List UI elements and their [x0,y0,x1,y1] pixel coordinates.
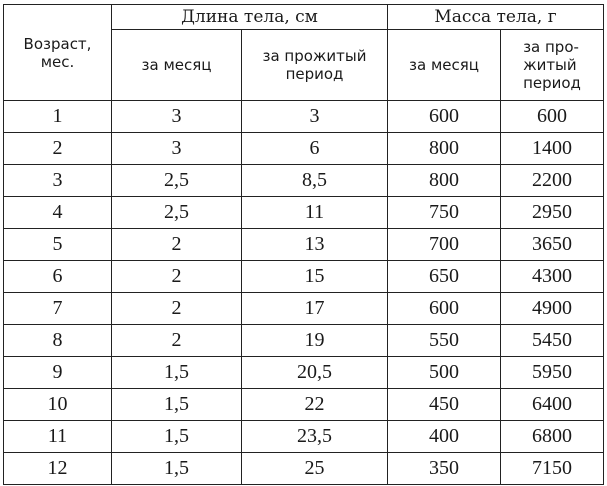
mass-month-cell: 350 [387,452,501,485]
length-month-cell: 2 [111,228,242,261]
table-row: 9 1,5 20,5 500 5950 [3,356,604,389]
length-month-cell: 2,5 [111,196,242,229]
length-total-cell: 25 [241,452,388,485]
mass-month-header: за месяц [387,29,501,101]
age-cell: 4 [3,196,112,229]
age-cell: 6 [3,260,112,293]
mass-total-cell: 600 [500,100,604,133]
header-row-subcolumns: за месяц за прожитый период за месяц за … [4,29,604,101]
length-month-cell: 2,5 [111,164,242,197]
length-total-cell: 13 [241,228,388,261]
age-cell: 7 [3,292,112,325]
age-cell: 12 [3,452,112,485]
table-header: Возраст, мес. Длина тела, см Масса тела,… [3,4,604,101]
age-cell: 9 [3,356,112,389]
length-group-header: Длина тела, см [111,4,388,30]
length-total-cell: 3 [241,100,388,133]
mass-total-cell: 2950 [500,196,604,229]
age-cell: 11 [3,420,112,453]
length-total-cell: 15 [241,260,388,293]
age-header-label: Возраст, мес. [23,34,92,71]
mass-total-cell: 7150 [500,452,604,485]
mass-month-cell: 750 [387,196,501,229]
mass-month-cell: 500 [387,356,501,389]
length-period-label: за прожитый период [262,47,367,83]
mass-group-header: Масса тела, г [387,4,604,30]
mass-period-label: за про- житый период [523,38,581,92]
length-month-cell: 3 [111,132,242,165]
mass-month-cell: 600 [387,100,501,133]
mass-total-cell: 1400 [500,132,604,165]
length-total-cell: 6 [241,132,388,165]
table-row: 6 2 15 650 4300 [3,260,604,293]
age-cell: 2 [3,132,112,165]
length-month-cell: 2 [111,292,242,325]
table-body: 1 3 3 600 600 2 3 6 800 1400 3 2,5 8,5 800 2200 4 2,5 11 7… [3,100,604,485]
length-total-cell: 17 [241,292,388,325]
age-cell: 5 [3,228,112,261]
mass-total-cell: 3650 [500,228,604,261]
mass-month-cell: 700 [387,228,501,261]
length-total-cell: 19 [241,324,388,357]
table-row: 11 1,5 23,5 400 6800 [3,420,604,453]
mass-month-cell: 450 [387,388,501,421]
age-cell: 8 [3,324,112,357]
length-month-label: за месяц [141,56,212,74]
age-cell: 1 [3,100,112,133]
length-month-cell: 1,5 [111,420,242,453]
age-cell: 10 [3,388,112,421]
length-month-cell: 2 [111,260,242,293]
table-row: 8 2 19 550 5450 [3,324,604,357]
table-row: 3 2,5 8,5 800 2200 [3,164,604,197]
table-row: 7 2 17 600 4900 [3,292,604,325]
mass-month-cell: 650 [387,260,501,293]
mass-period-header: за про- житый период [500,29,604,101]
age-cell: 3 [3,164,112,197]
table-row: 10 1,5 22 450 6400 [3,388,604,421]
length-month-cell: 2 [111,324,242,357]
table-row: 2 3 6 800 1400 [3,132,604,165]
mass-month-cell: 550 [387,324,501,357]
length-month-cell: 3 [111,100,242,133]
mass-month-cell: 800 [387,132,501,165]
length-month-header: за месяц [111,29,242,101]
mass-total-cell: 5450 [500,324,604,357]
length-total-cell: 22 [241,388,388,421]
table-row: 5 2 13 700 3650 [3,228,604,261]
table-row: 4 2,5 11 750 2950 [3,196,604,229]
mass-month-cell: 800 [387,164,501,197]
length-total-cell: 23,5 [241,420,388,453]
mass-month-cell: 400 [387,420,501,453]
mass-total-cell: 4900 [500,292,604,325]
mass-total-cell: 2200 [500,164,604,197]
length-total-cell: 11 [241,196,388,229]
mass-total-cell: 6400 [500,388,604,421]
table-row: 1 3 3 600 600 [3,100,604,133]
growth-table: Возраст, мес. Длина тела, см Масса тела,… [3,4,604,485]
length-period-header: за прожитый период [241,29,388,101]
age-header: Возраст, мес. [3,4,112,101]
header-row-groups: Возраст, мес. Длина тела, см Масса тела,… [3,4,604,101]
length-total-cell: 8,5 [241,164,388,197]
length-total-cell: 20,5 [241,356,388,389]
mass-total-cell: 6800 [500,420,604,453]
length-month-cell: 1,5 [111,356,242,389]
mass-month-cell: 600 [387,292,501,325]
mass-total-cell: 5950 [500,356,604,389]
mass-total-cell: 4300 [500,260,604,293]
table-row: 12 1,5 25 350 7150 [3,452,604,485]
length-month-cell: 1,5 [111,388,242,421]
mass-month-label: за месяц [409,56,479,74]
length-month-cell: 1,5 [111,452,242,485]
